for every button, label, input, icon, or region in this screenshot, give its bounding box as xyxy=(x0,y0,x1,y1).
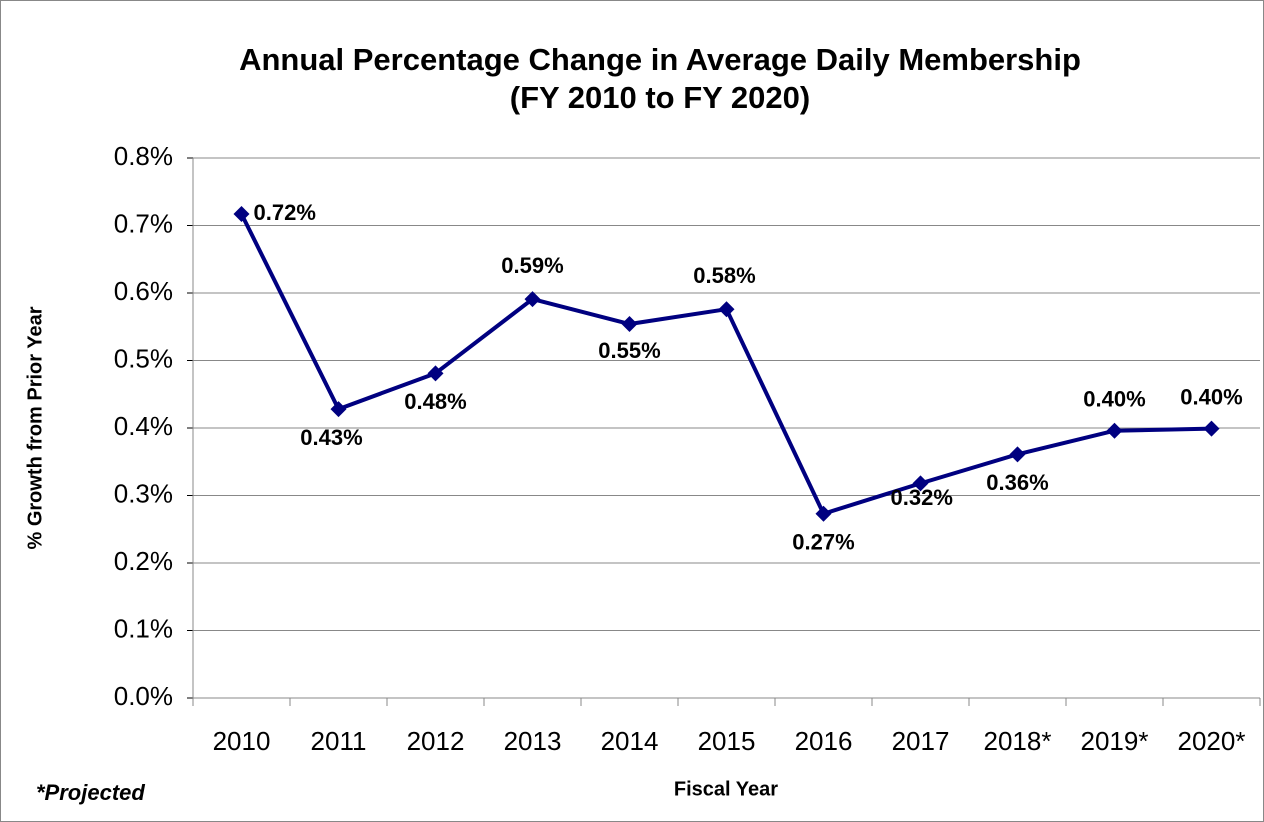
x-tick-label: 2015 xyxy=(698,726,756,756)
data-label: 0.40% xyxy=(1180,384,1242,409)
data-label: 0.72% xyxy=(254,200,316,225)
chart-subtitle: (FY 2010 to FY 2020) xyxy=(510,80,810,115)
x-tick-label: 2011 xyxy=(311,726,367,756)
x-tick-label: 2012 xyxy=(407,726,465,756)
data-label: 0.55% xyxy=(598,338,660,363)
y-tick-label: 0.5% xyxy=(114,343,173,373)
data-label: 0.43% xyxy=(300,425,362,450)
x-tick-label: 2020* xyxy=(1178,726,1246,756)
annotation: *Projected xyxy=(36,780,145,805)
chart-title: Annual Percentage Change in Average Dail… xyxy=(239,42,1081,77)
marker xyxy=(524,291,541,308)
marker xyxy=(233,206,250,223)
x-tick-label: 2014 xyxy=(601,726,659,756)
x-tick-label: 2017 xyxy=(892,726,950,756)
y-tick-label: 0.2% xyxy=(114,546,173,576)
marker xyxy=(912,475,929,492)
marker xyxy=(815,505,832,522)
x-tick-label: 2019* xyxy=(1081,726,1149,756)
x-tick-label: 2016 xyxy=(795,726,853,756)
data-label: 0.36% xyxy=(986,470,1048,495)
x-tick-label: 2013 xyxy=(504,726,562,756)
y-tick-label: 0.7% xyxy=(114,208,173,238)
data-label: 0.27% xyxy=(792,530,854,555)
x-axis-label: Fiscal Year xyxy=(674,778,778,800)
data-label: 0.59% xyxy=(501,253,563,278)
marker xyxy=(621,316,638,333)
marker xyxy=(1106,422,1123,439)
y-tick-label: 0.8% xyxy=(114,141,173,171)
data-label: 0.40% xyxy=(1083,387,1145,412)
data-label: 0.32% xyxy=(891,485,953,510)
data-label: 0.48% xyxy=(404,389,466,414)
marker xyxy=(427,365,444,382)
x-tick-label: 2018* xyxy=(984,726,1052,756)
y-tick-label: 0.6% xyxy=(114,276,173,306)
y-tick-label: 0.0% xyxy=(114,681,173,711)
y-tick-label: 0.3% xyxy=(114,478,173,508)
y-tick-label: 0.1% xyxy=(114,613,173,643)
y-axis-label: % Growth from Prior Year xyxy=(24,306,46,549)
x-tick-label: 2010 xyxy=(213,726,271,756)
marker xyxy=(718,301,735,318)
marker xyxy=(330,401,347,418)
marker xyxy=(1203,420,1220,437)
data-label: 0.58% xyxy=(693,263,755,288)
marker xyxy=(1009,446,1026,463)
y-tick-label: 0.4% xyxy=(114,411,173,441)
